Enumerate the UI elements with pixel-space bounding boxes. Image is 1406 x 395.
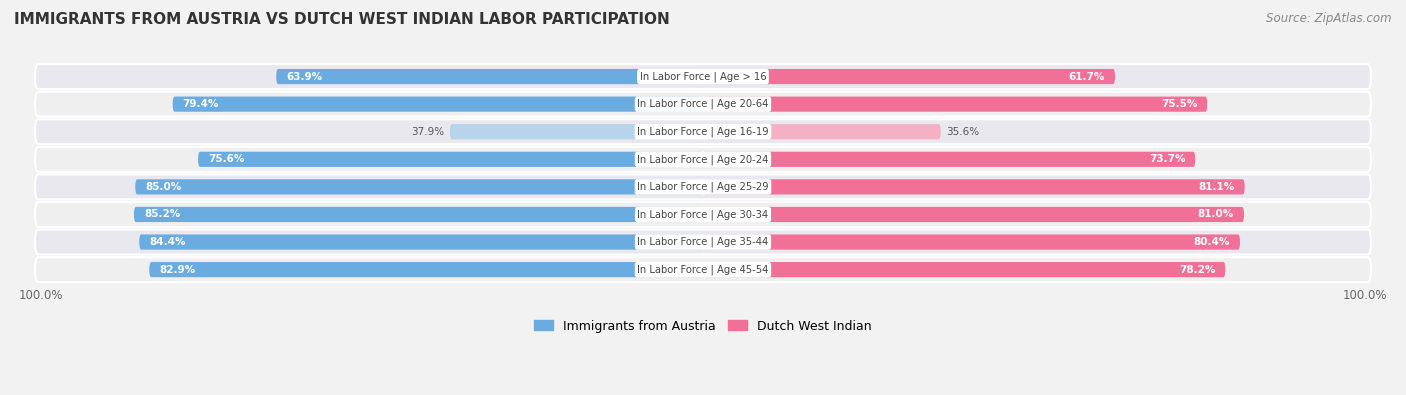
Text: 37.9%: 37.9% — [412, 127, 444, 137]
Text: 85.2%: 85.2% — [143, 209, 180, 220]
FancyBboxPatch shape — [703, 69, 1115, 84]
Text: 61.7%: 61.7% — [1069, 71, 1105, 81]
FancyBboxPatch shape — [35, 229, 1371, 254]
Text: 80.4%: 80.4% — [1194, 237, 1230, 247]
Text: In Labor Force | Age 20-64: In Labor Force | Age 20-64 — [637, 99, 769, 109]
FancyBboxPatch shape — [450, 124, 703, 139]
FancyBboxPatch shape — [703, 124, 941, 139]
FancyBboxPatch shape — [703, 207, 1244, 222]
Legend: Immigrants from Austria, Dutch West Indian: Immigrants from Austria, Dutch West Indi… — [529, 315, 877, 338]
Text: 84.4%: 84.4% — [149, 237, 186, 247]
FancyBboxPatch shape — [35, 119, 1371, 144]
Text: 78.2%: 78.2% — [1180, 265, 1215, 275]
Text: 79.4%: 79.4% — [183, 99, 219, 109]
Text: 81.0%: 81.0% — [1198, 209, 1234, 220]
Text: 82.9%: 82.9% — [159, 265, 195, 275]
Text: Source: ZipAtlas.com: Source: ZipAtlas.com — [1267, 12, 1392, 25]
FancyBboxPatch shape — [35, 257, 1371, 282]
Text: 100.0%: 100.0% — [1343, 290, 1388, 303]
FancyBboxPatch shape — [703, 152, 1195, 167]
FancyBboxPatch shape — [35, 64, 1371, 89]
FancyBboxPatch shape — [703, 235, 1240, 250]
Text: In Labor Force | Age 30-34: In Labor Force | Age 30-34 — [637, 209, 769, 220]
Text: In Labor Force | Age 35-44: In Labor Force | Age 35-44 — [637, 237, 769, 247]
FancyBboxPatch shape — [703, 179, 1244, 194]
Text: In Labor Force | Age 20-24: In Labor Force | Age 20-24 — [637, 154, 769, 165]
Text: 75.6%: 75.6% — [208, 154, 245, 164]
Text: In Labor Force | Age > 16: In Labor Force | Age > 16 — [640, 71, 766, 82]
FancyBboxPatch shape — [35, 175, 1371, 199]
FancyBboxPatch shape — [149, 262, 703, 277]
Text: In Labor Force | Age 16-19: In Labor Force | Age 16-19 — [637, 126, 769, 137]
Text: 63.9%: 63.9% — [287, 71, 322, 81]
FancyBboxPatch shape — [276, 69, 703, 84]
FancyBboxPatch shape — [35, 147, 1371, 172]
Text: IMMIGRANTS FROM AUSTRIA VS DUTCH WEST INDIAN LABOR PARTICIPATION: IMMIGRANTS FROM AUSTRIA VS DUTCH WEST IN… — [14, 12, 669, 27]
Text: 85.0%: 85.0% — [145, 182, 181, 192]
FancyBboxPatch shape — [703, 96, 1208, 112]
FancyBboxPatch shape — [173, 96, 703, 112]
FancyBboxPatch shape — [134, 207, 703, 222]
FancyBboxPatch shape — [35, 202, 1371, 227]
Text: 35.6%: 35.6% — [946, 127, 979, 137]
FancyBboxPatch shape — [139, 235, 703, 250]
Text: 75.5%: 75.5% — [1161, 99, 1198, 109]
Text: 100.0%: 100.0% — [18, 290, 63, 303]
Text: In Labor Force | Age 45-54: In Labor Force | Age 45-54 — [637, 264, 769, 275]
FancyBboxPatch shape — [135, 179, 703, 194]
Text: In Labor Force | Age 25-29: In Labor Force | Age 25-29 — [637, 182, 769, 192]
FancyBboxPatch shape — [703, 262, 1226, 277]
FancyBboxPatch shape — [35, 92, 1371, 117]
Text: 73.7%: 73.7% — [1149, 154, 1185, 164]
Text: 81.1%: 81.1% — [1198, 182, 1234, 192]
FancyBboxPatch shape — [198, 152, 703, 167]
